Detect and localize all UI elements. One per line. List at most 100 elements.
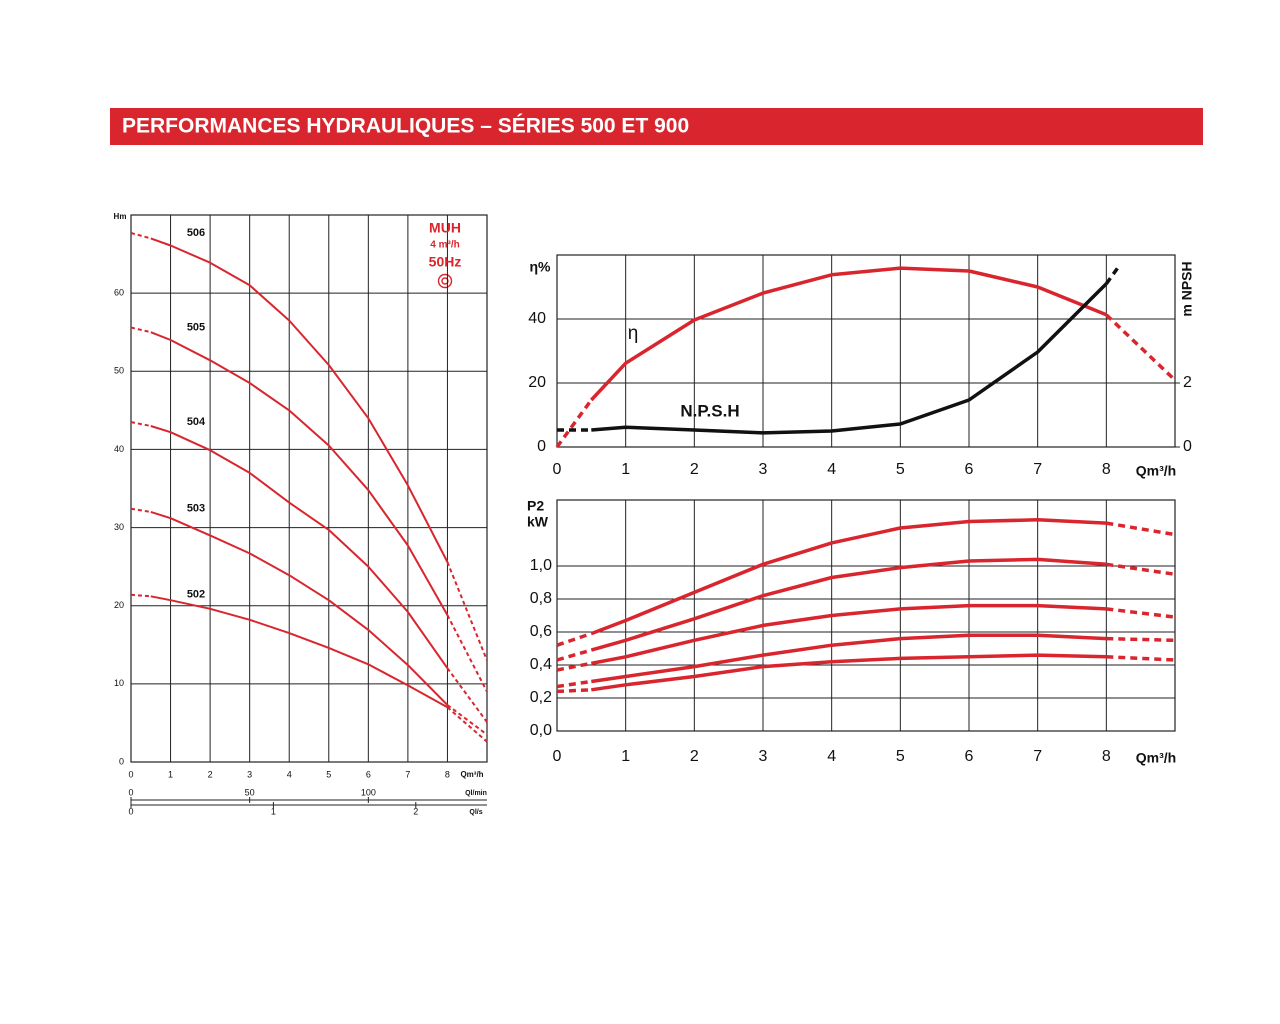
- series-label: N.P.S.H: [680, 401, 739, 420]
- y-tick-label: 0,6: [530, 623, 552, 640]
- series-line-dashed: [446, 561, 488, 661]
- annotation: 50Hz: [429, 254, 462, 270]
- series-line-dashed: [1106, 636, 1176, 643]
- series-line-dashed: [556, 661, 592, 672]
- x-tick-label: 4: [827, 461, 836, 478]
- x-tick-label: 6: [965, 748, 974, 765]
- x-tick-label: 8: [445, 769, 450, 779]
- secondary-axis-label: Ql/min: [465, 790, 487, 797]
- series: [556, 518, 1176, 647]
- series-line: [150, 237, 449, 563]
- y-tick-label: 40: [528, 310, 546, 327]
- y-tick-label: 20: [528, 374, 546, 391]
- secondary-tick-label: 1: [271, 806, 276, 816]
- x-tick-label: 2: [208, 769, 213, 779]
- x-tick-label: 8: [1102, 461, 1111, 478]
- x-tick-label: 6: [965, 461, 974, 478]
- x-tick-label: 1: [621, 461, 630, 478]
- series-line-dashed: [130, 593, 151, 598]
- series: 503: [130, 503, 488, 736]
- series-line: [590, 518, 1107, 636]
- y-tick-label: 0,8: [530, 590, 552, 607]
- series: N.P.S.H: [557, 263, 1122, 435]
- annotation: MUH: [429, 220, 461, 236]
- y-axis-label: η%: [530, 259, 552, 275]
- x-tick-label: 1: [621, 748, 630, 765]
- x-tick-label: 5: [896, 461, 905, 478]
- page-title: PERFORMANCES HYDRAULIQUES – SÉRIES 500 E…: [122, 115, 689, 138]
- y-tick-label: 40: [114, 444, 124, 454]
- series: [556, 557, 1176, 662]
- series-line-dashed: [446, 704, 488, 736]
- series-line: [150, 595, 448, 709]
- series: 506: [130, 227, 488, 661]
- x-tick-label: 4: [287, 769, 292, 779]
- x-tick-label: 3: [759, 461, 768, 478]
- y-tick-label: 1,0: [530, 557, 552, 574]
- plot-frame: [130, 214, 488, 763]
- secondary-tick-label: 50: [245, 787, 255, 797]
- x-axis-label: Qm³/h: [460, 770, 483, 779]
- series: [556, 653, 1176, 694]
- series-line-dashed: [130, 326, 152, 334]
- y-tick-label: 0: [119, 756, 124, 766]
- secondary-tick-label: 0: [128, 787, 133, 797]
- series-line: [590, 603, 1107, 666]
- x-tick-label: 5: [896, 748, 905, 765]
- series-line-dashed: [1105, 313, 1177, 382]
- y-tick-label: 0,4: [530, 656, 552, 673]
- series-line: [591, 633, 1107, 684]
- frequency-icon: [437, 273, 453, 289]
- series-line-dashed: [130, 421, 151, 427]
- series-line: [591, 653, 1107, 692]
- series-line-dashed: [556, 679, 592, 689]
- x-tick-label: 0: [128, 769, 133, 779]
- x-axis-label: Qm³/h: [1136, 750, 1176, 766]
- series-line-dashed: [556, 631, 592, 647]
- series-line: [590, 557, 1107, 652]
- x-tick-label: 7: [405, 769, 410, 779]
- series-line-dashed: [556, 688, 592, 694]
- y2-tick-label: 2: [1183, 374, 1192, 391]
- series: [556, 633, 1176, 689]
- series-line-dashed: [130, 232, 152, 240]
- series-line: [150, 425, 449, 669]
- series: 505: [130, 321, 488, 693]
- y-tick-label: 20: [114, 600, 124, 610]
- y-tick-label: 60: [114, 288, 124, 298]
- series-label: 503: [187, 503, 205, 515]
- series-line-dashed: [556, 648, 592, 662]
- series-line: [150, 331, 449, 616]
- annotation: 4 m³/h: [430, 240, 459, 251]
- x-tick-label: 4: [827, 748, 836, 765]
- icon-ring: [437, 273, 453, 289]
- series: [556, 603, 1176, 672]
- x-axis-label: Qm³/h: [1136, 463, 1176, 479]
- series-line-dashed: [446, 667, 488, 723]
- series-line-dashed: [446, 706, 488, 743]
- series-line-dashed: [1104, 263, 1122, 285]
- secondary-tick-label: 0: [128, 806, 133, 816]
- series-label: 506: [187, 227, 205, 239]
- x-tick-label: 3: [759, 748, 768, 765]
- y-axis-label: P2: [527, 498, 544, 514]
- y-axis-label: Hm: [114, 212, 127, 221]
- x-tick-label: 0: [553, 748, 562, 765]
- title-banner: [110, 108, 1203, 145]
- x-tick-label: 8: [1102, 748, 1111, 765]
- series: 502: [130, 589, 488, 743]
- series-label: 504: [187, 416, 206, 428]
- secondary-axis-label: Ql/s: [469, 809, 482, 816]
- series-line: [590, 266, 1107, 402]
- secondary-tick-label: 2: [413, 806, 418, 816]
- series-line-dashed: [1106, 607, 1176, 619]
- plot-frame: [556, 254, 1176, 448]
- y-axis-label: kW: [527, 514, 549, 530]
- series-line-dashed: [1106, 521, 1176, 537]
- x-tick-label: 3: [247, 769, 252, 779]
- y-tick-label: 50: [114, 366, 124, 376]
- series-label: η: [628, 323, 639, 344]
- series-line-dashed: [1106, 655, 1176, 662]
- series-line: [591, 282, 1108, 435]
